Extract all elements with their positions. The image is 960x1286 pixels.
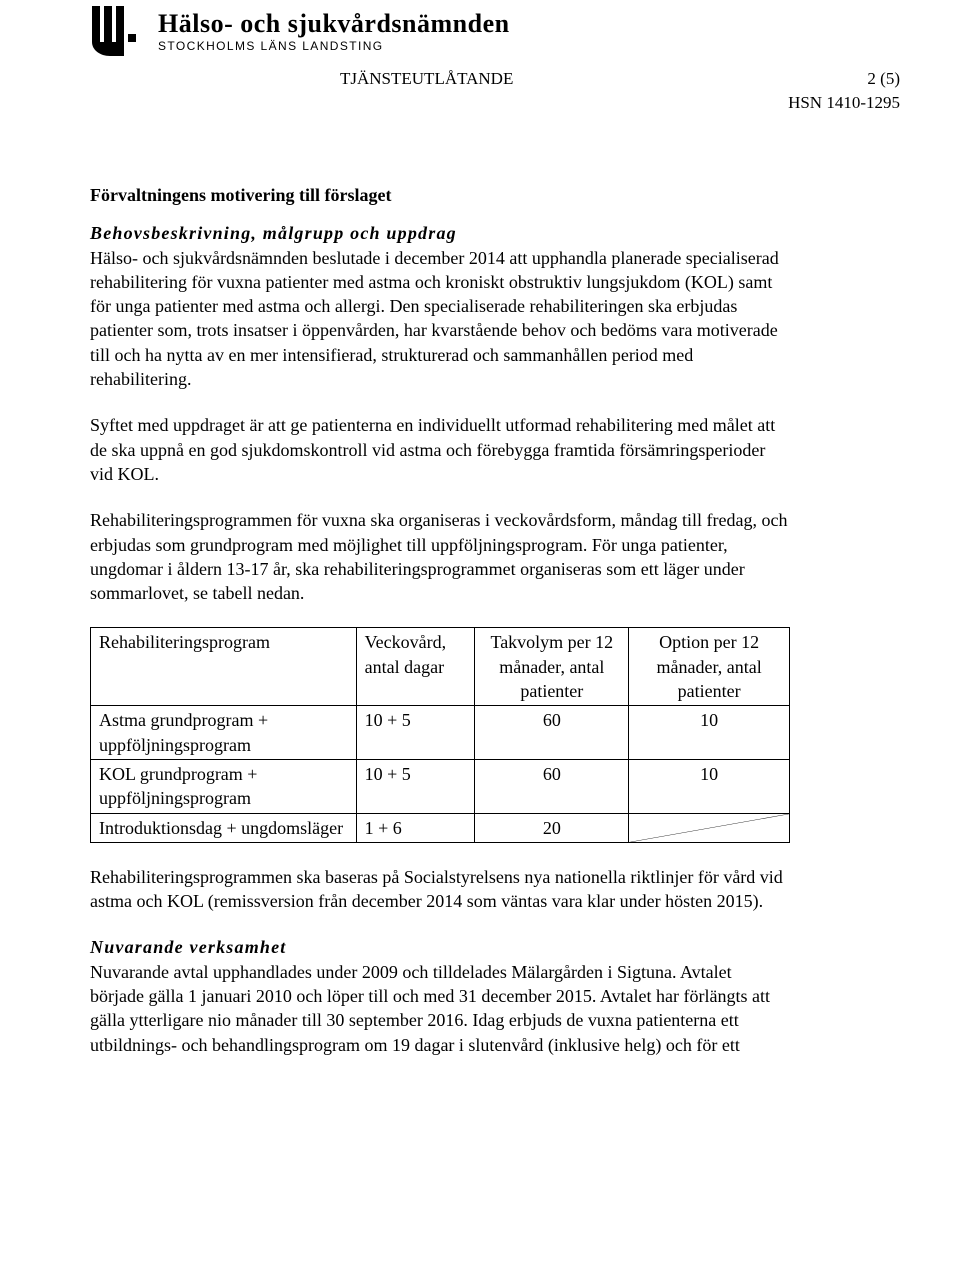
table-cell-program: KOL grundprogram + uppföljningsprogram bbox=[91, 759, 357, 813]
heading-main: Förvaltningens motivering till förslaget bbox=[90, 183, 790, 207]
org-subtitle: STOCKHOLMS LÄNS LANDSTING bbox=[158, 39, 900, 53]
table-cell-program: Introduktionsdag + ungdomsläger bbox=[91, 813, 357, 842]
org-block: Hälso- och sjukvårdsnämnden STOCKHOLMS L… bbox=[158, 10, 900, 53]
page-number: 2 (5) bbox=[788, 69, 900, 89]
paragraph: Nuvarande avtal upphandlades under 2009 … bbox=[90, 960, 790, 1057]
case-number: HSN 1410-1295 bbox=[788, 93, 900, 113]
table-cell-takvolym: 60 bbox=[475, 706, 629, 760]
page-meta-right: 2 (5) HSN 1410-1295 bbox=[788, 69, 900, 113]
heading-behov: Behovsbeskrivning, målgrupp och uppdrag bbox=[90, 221, 790, 245]
document-body: Förvaltningens motivering till förslaget… bbox=[90, 183, 790, 1057]
heading-nuvarande: Nuvarande verksamhet bbox=[90, 935, 790, 959]
letterhead: Hälso- och sjukvårdsnämnden STOCKHOLMS L… bbox=[90, 10, 900, 61]
table-cell-veckovard: 10 + 5 bbox=[356, 706, 475, 760]
paragraph: Hälso- och sjukvårdsnämnden beslutade i … bbox=[90, 246, 790, 392]
table-cell-veckovard: 10 + 5 bbox=[356, 759, 475, 813]
table-header-cell: Rehabiliteringsprogram bbox=[91, 628, 357, 706]
table-cell-program: Astma grundprogram + uppföljningsprogram bbox=[91, 706, 357, 760]
page: Hälso- och sjukvårdsnämnden STOCKHOLMS L… bbox=[0, 0, 960, 1097]
table-row: KOL grundprogram + uppföljningsprogram10… bbox=[91, 759, 790, 813]
doc-meta-row: TJÄNSTEUTLÅTANDE 2 (5) HSN 1410-1295 bbox=[90, 69, 900, 113]
table-header-cell: Veckovård, antal dagar bbox=[356, 628, 475, 706]
table-cell-takvolym: 60 bbox=[475, 759, 629, 813]
table-cell-option: 10 bbox=[629, 706, 790, 760]
paragraph: Rehabiliteringsprogrammen för vuxna ska … bbox=[90, 508, 790, 605]
paragraph: Rehabiliteringsprogrammen ska baseras på… bbox=[90, 865, 790, 914]
doc-type: TJÄNSTEUTLÅTANDE bbox=[340, 69, 513, 113]
table-row: Introduktionsdag + ungdomsläger1 + 620 bbox=[91, 813, 790, 842]
table-cell-takvolym: 20 bbox=[475, 813, 629, 842]
table-row: Astma grundprogram + uppföljningsprogram… bbox=[91, 706, 790, 760]
program-table: Rehabiliteringsprogram Veckovård, antal … bbox=[90, 627, 790, 842]
org-title: Hälso- och sjukvårdsnämnden bbox=[158, 10, 900, 37]
sll-logo-icon bbox=[90, 6, 144, 61]
table-cell-option: 10 bbox=[629, 759, 790, 813]
table-header-cell: Takvolym per 12 månader, antal patienter bbox=[475, 628, 629, 706]
table-cell-veckovard: 1 + 6 bbox=[356, 813, 475, 842]
table-cell-option bbox=[629, 813, 790, 842]
paragraph: Syftet med uppdraget är att ge patienter… bbox=[90, 413, 790, 486]
table-header-cell: Option per 12 månader, antal patienter bbox=[629, 628, 790, 706]
table-header-row: Rehabiliteringsprogram Veckovård, antal … bbox=[91, 628, 790, 706]
